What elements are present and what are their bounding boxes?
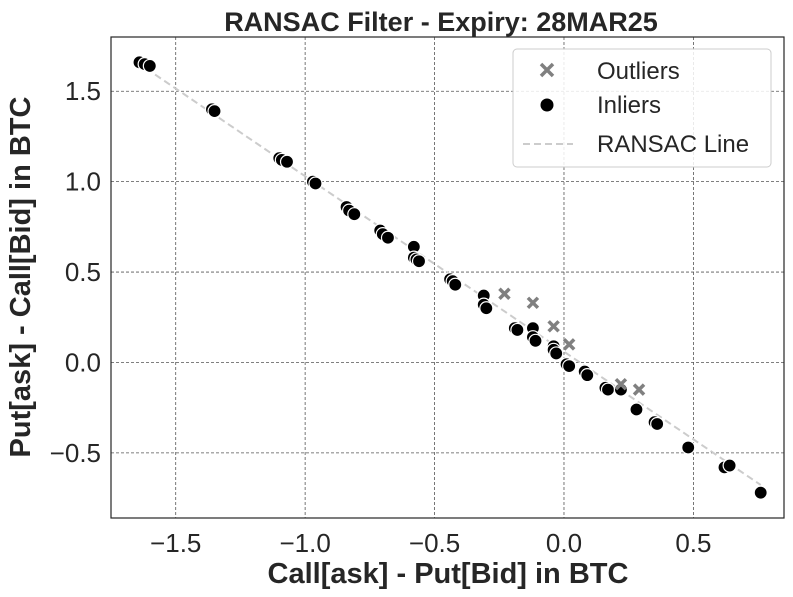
y-tick-label: 0.0	[65, 347, 101, 377]
legend-label-inliers: Inliers	[597, 92, 661, 119]
chart-title: RANSAC Filter - Expiry: 28MAR25	[224, 7, 658, 37]
inlier-point	[411, 254, 427, 269]
outlier-point	[614, 377, 628, 391]
x-tick-labels: −1.5 −1.0 −0.5 0.0 0.5	[150, 528, 711, 558]
inlier-point	[753, 485, 768, 500]
inlier-point	[580, 368, 595, 383]
inlier-point	[448, 277, 463, 292]
x-tick-label: 0.5	[675, 528, 711, 558]
legend-item-inliers: Inliers	[539, 92, 661, 119]
inlier-point	[380, 230, 396, 245]
inlier-point	[600, 382, 616, 397]
legend-label-outliers: Outliers	[597, 58, 680, 85]
outlier-point	[498, 287, 511, 301]
y-tick-label: 0.5	[65, 257, 101, 287]
inlier-point	[347, 207, 362, 222]
outlier-point	[632, 383, 646, 396]
inlier-point	[308, 176, 323, 191]
inlier-point	[549, 346, 564, 361]
inlier-point	[510, 322, 525, 338]
plot-frame	[110, 36, 785, 519]
inlier-point	[629, 402, 644, 417]
data-points	[132, 55, 768, 500]
legend-item-ransac-line: RANSAC Line	[523, 131, 749, 158]
inlier-point	[722, 458, 737, 473]
inlier-point	[528, 333, 543, 348]
y-axis-label: Put[ask] - Call[Bid] in BTC	[5, 97, 37, 458]
legend-box	[512, 48, 772, 168]
x-tick-label: −1.0	[279, 528, 330, 558]
y-tick-labels: −0.5 0.0 0.5 1.0 1.5	[50, 76, 101, 468]
x-tick-label: −1.5	[150, 528, 201, 558]
inlier-point	[207, 104, 222, 119]
inlier-point	[562, 359, 577, 374]
x-tick-label: −0.5	[409, 528, 460, 558]
outlier-point	[562, 338, 576, 351]
legend: Outliers Inliers RANSAC Line	[512, 48, 772, 168]
y-tick-label: 1.0	[65, 167, 101, 197]
inlier-point	[142, 58, 157, 74]
legend-label-ransac-line: RANSAC Line	[597, 131, 749, 158]
legend-circle-marker-icon	[539, 97, 555, 113]
outlier-point	[547, 320, 560, 333]
inlier-point	[681, 440, 696, 455]
outlier-point	[526, 296, 540, 310]
inlier-point	[279, 154, 295, 169]
x-tick-label: 0.0	[546, 528, 582, 558]
inlier-point	[650, 416, 665, 432]
y-tick-label: −0.5	[50, 438, 101, 468]
inlier-point	[479, 301, 494, 316]
legend-x-marker-icon	[539, 62, 555, 78]
legend-item-outliers: Outliers	[539, 58, 680, 85]
y-tick-label: 1.5	[65, 76, 101, 106]
x-axis-label: Call[ask] - Put[Bid] in BTC	[268, 558, 629, 590]
